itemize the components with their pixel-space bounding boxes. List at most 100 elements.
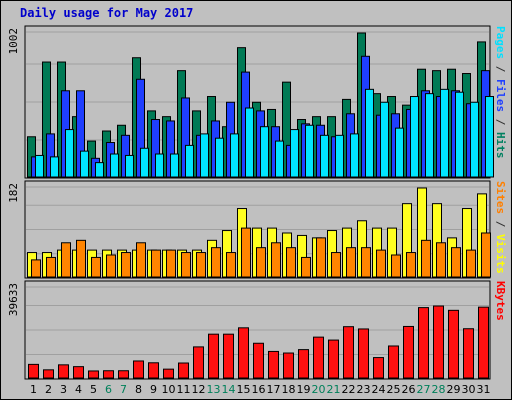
bar-pages-day-11 — [185, 144, 194, 178]
bar-kbytes-day-9 — [148, 362, 159, 379]
bar-kbytes-day-17 — [268, 350, 279, 379]
bar-pages-day-19 — [305, 124, 314, 178]
bar-sites-day-30 — [466, 249, 476, 278]
x-tick-label-day-27: 27 — [417, 383, 431, 396]
bar-kbytes-day-10 — [163, 368, 174, 379]
bar-pages-day-20 — [320, 134, 329, 178]
bar-pages-day-27 — [425, 93, 434, 178]
legend-part-pages-files-hits-4: Hits — [494, 132, 507, 159]
bar-kbytes-day-4 — [73, 366, 84, 379]
legend-part-visits-sites-1: / — [494, 214, 507, 234]
bar-sites-day-26 — [406, 252, 416, 278]
x-tick-label-day-22: 22 — [342, 383, 356, 396]
bar-sites-day-27 — [421, 239, 431, 278]
bar-kbytes-day-16 — [253, 342, 264, 379]
bar-kbytes-day-29 — [448, 309, 459, 379]
bar-kbytes-day-18 — [283, 352, 294, 379]
x-tick-label-day-9: 9 — [150, 383, 157, 396]
bar-sites-day-8 — [136, 242, 146, 278]
bar-kbytes-day-6 — [103, 370, 114, 379]
bar-kbytes-day-19 — [298, 349, 309, 379]
bar-pages-day-26 — [410, 96, 419, 178]
bar-sites-day-21 — [331, 252, 341, 278]
bar-pages-day-4 — [80, 150, 89, 178]
legend-pages-files-hits: Pages / Files / Hits — [494, 26, 507, 159]
bar-pages-day-10 — [170, 153, 179, 178]
legend-part-pages-files-hits-1: / — [494, 59, 507, 79]
bar-sites-day-11 — [181, 252, 191, 278]
x-tick-label-day-14: 14 — [222, 383, 236, 396]
bar-kbytes-day-24 — [373, 357, 384, 379]
x-tick-label-day-28: 28 — [432, 383, 446, 396]
bar-sites-day-17 — [271, 242, 281, 278]
x-tick-label-day-8: 8 — [135, 383, 142, 396]
bar-pages-day-6 — [110, 153, 119, 178]
bar-sites-day-15 — [241, 227, 251, 278]
bar-sites-day-12 — [196, 252, 206, 278]
bar-kbytes-day-25 — [388, 345, 399, 379]
bar-sites-day-22 — [346, 247, 356, 278]
x-tick-label-day-7: 7 — [120, 383, 127, 396]
bar-pages-day-29 — [455, 91, 464, 178]
legend-part-kbytes-0: KBytes — [494, 281, 507, 321]
x-tick-label-day-19: 19 — [297, 383, 311, 396]
bar-pages-day-8 — [140, 147, 149, 178]
bar-sites-day-4 — [76, 239, 86, 278]
bar-kbytes-day-26 — [403, 325, 414, 379]
x-tick-label-day-18: 18 — [282, 383, 296, 396]
bar-sites-day-6 — [106, 254, 116, 278]
x-tick-label-day-10: 10 — [162, 383, 176, 396]
bar-kbytes-day-7 — [118, 370, 129, 379]
x-tick-label-day-5: 5 — [90, 383, 97, 396]
x-tick-label-day-4: 4 — [75, 383, 82, 396]
bar-sites-day-31 — [481, 232, 491, 278]
x-tick-label-day-11: 11 — [177, 383, 191, 396]
y-max-label-pages-files-hits: 1002 — [7, 28, 20, 55]
bar-kbytes-day-14 — [223, 333, 234, 379]
bar-kbytes-day-30 — [463, 328, 474, 379]
y-max-label-kbytes: 39633 — [7, 283, 20, 316]
bar-kbytes-day-23 — [358, 328, 369, 379]
bar-kbytes-day-28 — [433, 305, 444, 379]
bar-kbytes-day-8 — [133, 360, 144, 379]
bar-kbytes-day-21 — [328, 339, 339, 379]
bar-pages-day-18 — [290, 129, 299, 178]
y-max-label-visits-sites: 182 — [7, 183, 20, 203]
bar-pages-day-14 — [230, 133, 239, 178]
bar-kbytes-day-31 — [478, 306, 489, 379]
bar-pages-day-5 — [95, 162, 104, 178]
bar-sites-day-10 — [166, 249, 176, 278]
x-tick-label-day-26: 26 — [402, 383, 416, 396]
bar-sites-day-7 — [121, 252, 131, 278]
bar-pages-day-28 — [440, 88, 449, 178]
x-tick-label-day-31: 31 — [477, 383, 491, 396]
bar-pages-day-31 — [485, 96, 494, 178]
bar-sites-day-1 — [31, 259, 41, 278]
bar-pages-day-25 — [395, 127, 404, 178]
bar-pages-day-23 — [365, 88, 374, 178]
bar-kbytes-day-22 — [343, 326, 354, 379]
x-tick-label-day-17: 17 — [267, 383, 281, 396]
legend-part-pages-files-hits-0: Pages — [494, 26, 507, 59]
bar-sites-day-20 — [316, 237, 326, 278]
legend-part-visits-sites-2: Visits — [494, 234, 507, 274]
bar-kbytes-day-1 — [28, 363, 39, 379]
bar-pages-day-24 — [380, 101, 389, 178]
x-tick-label-day-21: 21 — [327, 383, 341, 396]
bar-kbytes-day-13 — [208, 333, 219, 379]
bar-pages-day-21 — [335, 134, 344, 178]
x-tick-label-day-25: 25 — [387, 383, 401, 396]
bar-sites-day-25 — [391, 254, 401, 278]
x-tick-label-day-30: 30 — [462, 383, 476, 396]
bar-kbytes-day-15 — [238, 327, 249, 379]
bar-sites-day-5 — [91, 256, 101, 278]
x-tick-label-day-13: 13 — [207, 383, 221, 396]
legend-part-visits-sites-0: Sites — [494, 181, 507, 214]
x-tick-label-day-2: 2 — [45, 383, 52, 396]
bar-pages-day-22 — [350, 133, 359, 178]
bar-sites-day-2 — [46, 256, 56, 278]
bar-kbytes-day-5 — [88, 370, 99, 379]
bar-sites-day-23 — [361, 247, 371, 278]
